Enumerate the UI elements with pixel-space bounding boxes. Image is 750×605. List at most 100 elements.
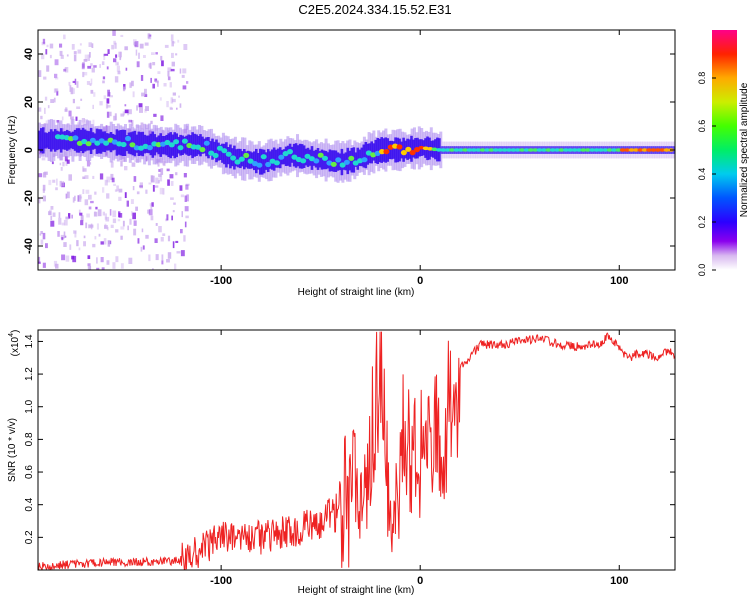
heatmap-noise-cell — [107, 104, 111, 108]
heatmap-noise-cell — [139, 185, 143, 188]
heatmap-core-cell — [296, 145, 300, 167]
snr-x-tick-label: 100 — [610, 575, 628, 587]
heatmap-noise-cell — [78, 209, 81, 213]
heatmap-noise-cell — [147, 33, 151, 39]
heatmap-noise-cell — [103, 53, 106, 57]
heatmap-ridge-cell — [238, 156, 245, 162]
heatmap-noise-cell — [38, 70, 42, 77]
heatmap-ridge-cell — [59, 134, 66, 140]
heatmap-noise-cell — [72, 255, 77, 263]
heatmap-noise-cell — [82, 71, 85, 78]
heatmap-core-cell — [257, 153, 260, 170]
snr-y-tick-label: 0.6 — [24, 465, 35, 479]
colorbar-label: Normalized spectral amplitude — [739, 82, 750, 217]
heatmap-noise-cell — [59, 43, 63, 48]
heatmap-core-cell — [167, 133, 170, 157]
heatmap-noise-cell — [88, 194, 92, 200]
heatmap-ridge-cell — [317, 152, 324, 158]
heatmap-core-cell — [53, 129, 57, 152]
heatmap-ridge-cell — [571, 148, 578, 152]
heatmap-noise-cell — [115, 61, 119, 66]
heatmap-noise-cell — [180, 250, 185, 257]
heatmap-core-cell — [165, 134, 168, 156]
heatmap-noise-cell — [184, 221, 187, 228]
heatmap-noise-cell — [83, 241, 86, 247]
heatmap-ridge-cell — [195, 144, 201, 150]
heatmap-noise-cell — [174, 263, 177, 270]
heatmap-noise-cell — [71, 214, 73, 219]
heatmap-noise-cell — [86, 213, 90, 218]
heatmap-noise-cell — [39, 233, 42, 236]
heatmap-noise-cell — [76, 106, 81, 109]
heatmap-noise-cell — [49, 43, 54, 49]
heatmap-noise-cell — [61, 237, 64, 241]
spectrogram-y-tick-label: 40 — [23, 48, 35, 60]
heatmap-noise-cell — [167, 76, 171, 81]
heatmap-ridge-cell — [129, 142, 136, 148]
heatmap-ridge-cell — [532, 148, 539, 152]
heatmap-noise-cell — [167, 235, 171, 242]
heatmap-ridge-cell — [335, 157, 342, 163]
heatmap-noise-cell — [115, 256, 119, 263]
heatmap-ridge-cell — [199, 147, 206, 153]
spectrogram-heatmap — [38, 30, 675, 270]
heatmap-noise-cell — [90, 89, 94, 94]
heatmap-noise-cell — [40, 239, 44, 245]
heatmap-ridge-cell — [203, 140, 210, 146]
heatmap-noise-cell — [175, 240, 179, 243]
heatmap-ridge-cell — [462, 148, 469, 152]
heatmap-noise-cell — [58, 212, 61, 218]
heatmap-noise-cell — [183, 235, 186, 242]
heatmap-noise-cell — [82, 62, 85, 68]
heatmap-noise-cell — [184, 195, 187, 202]
heatmap-noise-cell — [140, 75, 144, 81]
heatmap-noise-cell — [179, 68, 182, 74]
heatmap-ridge-cell — [287, 149, 293, 155]
heatmap-core-cell — [125, 135, 129, 152]
heatmap-noise-cell — [139, 182, 143, 189]
heatmap-core-cell — [354, 152, 358, 167]
heatmap-noise-cell — [135, 206, 138, 211]
heatmap-noise-cell — [73, 51, 77, 55]
heatmap-noise-cell — [115, 54, 118, 58]
heatmap-ridge-cell — [536, 148, 543, 152]
heatmap-noise-cell — [181, 74, 185, 78]
heatmap-noise-cell — [133, 228, 137, 236]
heatmap-ridge-cell — [256, 162, 263, 168]
heatmap-noise-cell — [153, 113, 157, 117]
heatmap-ridge-cell — [615, 148, 622, 152]
heatmap-noise-cell — [175, 172, 178, 176]
heatmap-core-cell — [75, 128, 79, 153]
heatmap-ridge-cell — [650, 148, 657, 152]
heatmap-noise-cell — [186, 194, 189, 202]
spectrogram-x-tick-label: 100 — [610, 275, 628, 287]
heatmap-noise-cell — [111, 44, 115, 50]
heatmap-noise-cell — [100, 257, 104, 263]
heatmap-noise-cell — [122, 220, 125, 227]
heatmap-core-cell — [183, 136, 186, 154]
heatmap-noise-cell — [79, 43, 82, 46]
colorbar-tick-label: 0.6 — [697, 120, 707, 133]
heatmap-noise-cell — [94, 236, 97, 240]
heatmap-noise-cell — [44, 171, 48, 175]
heatmap-noise-cell — [87, 65, 92, 69]
heatmap-ridge-cell — [330, 161, 337, 167]
heatmap-noise-cell — [164, 44, 169, 48]
heatmap-noise-cell — [91, 67, 95, 73]
heatmap-noise-cell — [46, 44, 49, 48]
heatmap-noise-cell — [131, 162, 136, 167]
heatmap-noise-cell — [155, 254, 159, 261]
heatmap-core-cell — [358, 149, 362, 166]
heatmap-noise-cell — [89, 224, 94, 228]
heatmap-noise-cell — [110, 173, 114, 180]
svg-text:(x104): (x104) — [8, 330, 21, 357]
spectrogram-y-label: Frequency (Hz) — [7, 116, 18, 185]
heatmap-noise-cell — [138, 103, 143, 108]
heatmap-noise-cell — [92, 243, 96, 248]
heatmap-noise-cell — [38, 107, 42, 112]
heatmap-ridge-cell — [435, 148, 442, 152]
heatmap-core-cell — [59, 128, 63, 153]
heatmap-noise-cell — [38, 197, 41, 204]
heatmap-noise-cell — [87, 54, 90, 61]
